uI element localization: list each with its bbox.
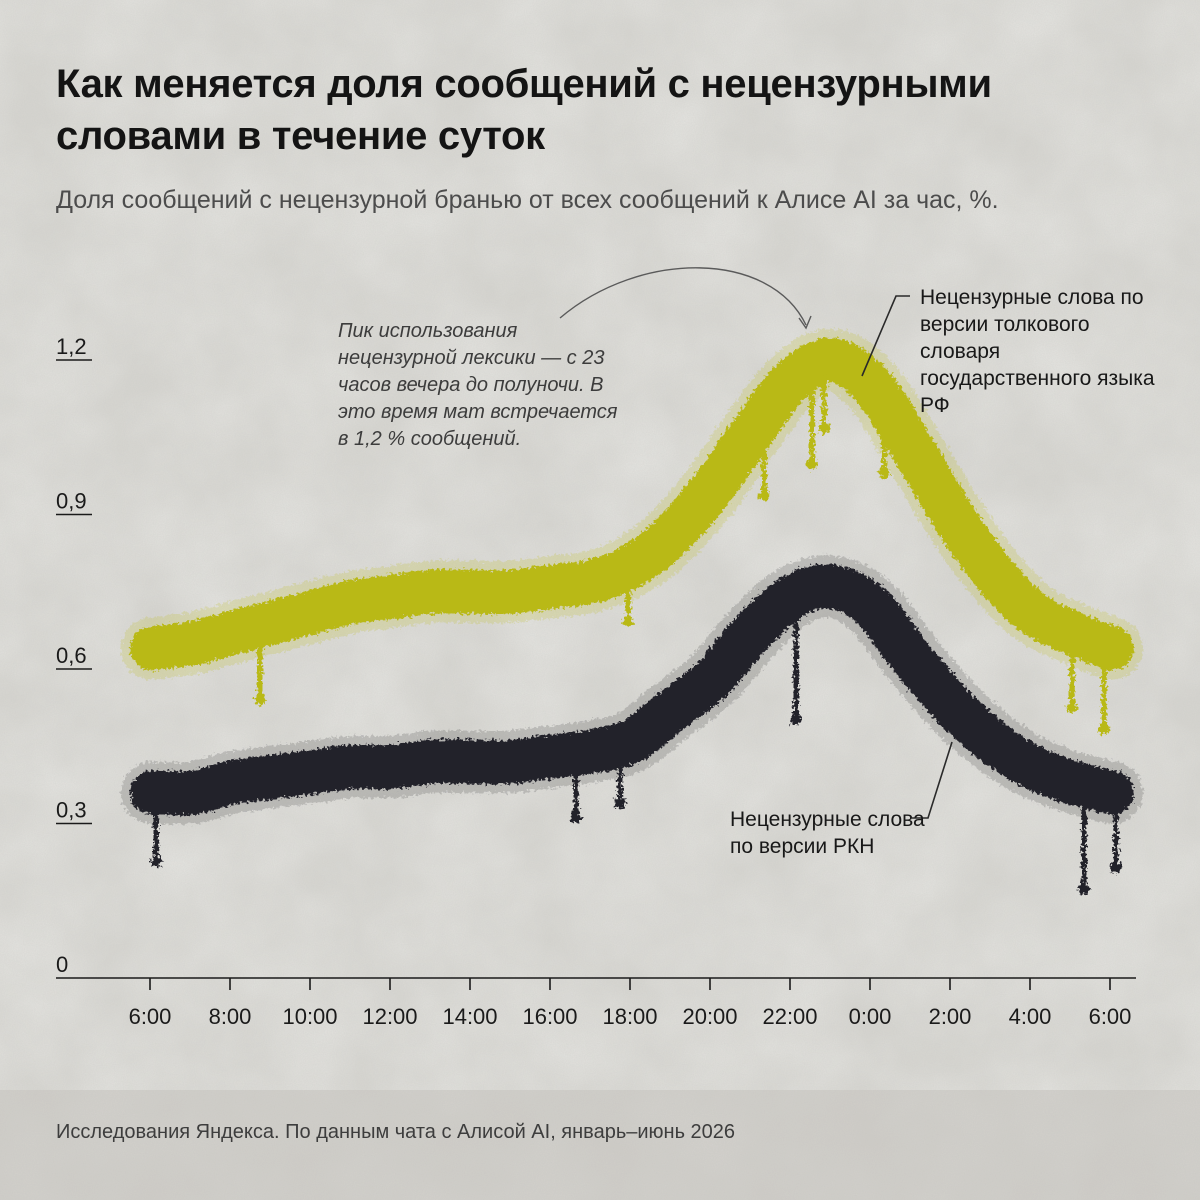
paint-drip-bead [758,490,770,502]
paint-drip-bead [622,616,634,628]
series-line [130,338,1134,671]
peak-annotation: Пик использования нецензурной лексики — … [338,320,618,450]
rkn-label-leader [912,741,953,819]
y-tick-label: 0 [56,952,68,977]
x-tick-label: 20:00 [682,1004,737,1029]
y-tick-label: 0,9 [56,489,87,514]
annotation-arrowhead [798,315,812,330]
paint-drip-bead [878,467,890,479]
dictionary-label-leader [861,295,910,377]
paint-drip-bead [1098,723,1110,735]
x-tick-label: 0:00 [849,1004,892,1029]
paint-drip-bead [614,797,626,809]
paint-drip-bead [150,856,162,868]
series-line [130,564,1134,816]
y-tick-label: 1,2 [56,334,87,359]
x-tick-label: 8:00 [209,1004,252,1029]
paint-drip-bead [1066,701,1078,713]
y-tick-label: 0,6 [56,643,87,668]
series-label-dictionary: Нецензурные слова по версии толкового сл… [920,286,1155,417]
x-tick-label: 16:00 [522,1004,577,1029]
x-tick-label: 6:00 [1089,1004,1132,1029]
paint-drip-bead [818,422,830,434]
x-tick-label: 6:00 [129,1004,172,1029]
paint-drip-bead [1110,862,1122,874]
x-tick-label: 10:00 [282,1004,337,1029]
x-tick-label: 22:00 [762,1004,817,1029]
x-tick-label: 12:00 [362,1004,417,1029]
paint-drip-bead [790,714,802,726]
y-axis: 0 0,3 0,6 0,9 1,2 [56,334,92,977]
chart-title: Как меняется доля сообщений с нецензурны… [56,62,992,158]
series-label-rkn: Нецензурные слова по версии РКН [730,808,925,858]
x-tick-label: 14:00 [442,1004,497,1029]
x-tick-label: 4:00 [1009,1004,1052,1029]
x-axis: 6:00 8:00 10:00 12:00 14:00 16:00 18:00 20:00 22… [56,977,1136,1029]
paint-drip-bead [254,694,266,706]
paint-drip-bead [570,811,582,823]
x-tick-label: 2:00 [929,1004,972,1029]
series-layer [121,329,1143,895]
series-group [121,555,1143,895]
annotation-arrow [559,267,807,326]
source-note: Исследования Яндекса. По данным чата с А… [56,1121,736,1143]
y-tick-label: 0,3 [56,798,87,823]
series-group [121,329,1143,735]
callouts [559,267,953,819]
x-tick-label: 18:00 [602,1004,657,1029]
paint-drip-bead [1078,883,1090,895]
paint-drip-bead [806,458,818,470]
chart-subtitle: Доля сообщений с нецензурной бранью от в… [56,186,999,214]
